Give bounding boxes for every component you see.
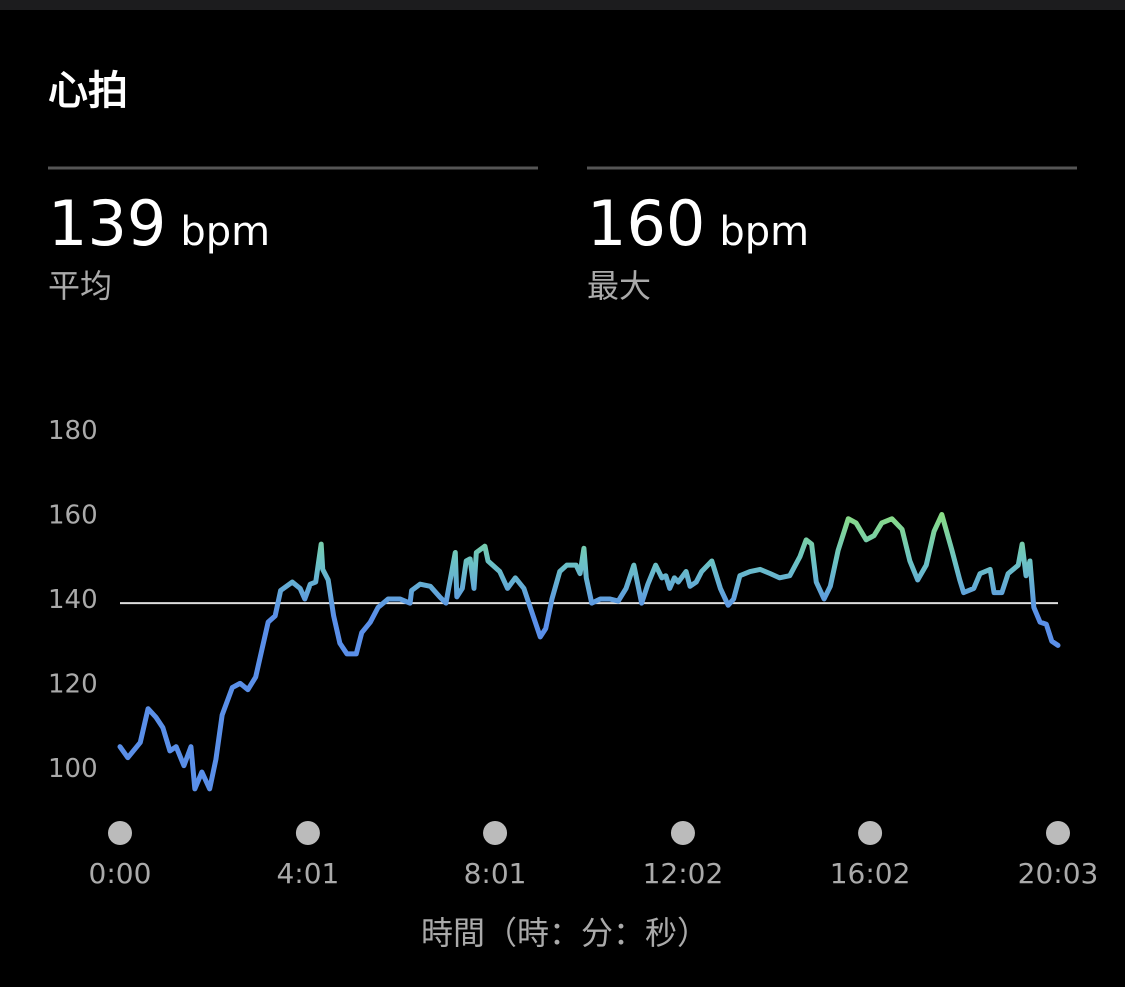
x-tick-dot	[108, 821, 132, 845]
stat-average: 139 bpm	[48, 187, 270, 260]
stat-label: 最大	[587, 267, 651, 305]
y-tick-label: 160	[48, 501, 98, 531]
stat-unit: bpm	[180, 209, 270, 255]
x-tick-label: 8:01	[464, 857, 527, 890]
title: 心拍	[48, 68, 128, 114]
y-tick-label: 180	[48, 416, 98, 446]
x-tick-label: 0:00	[89, 857, 152, 890]
y-tick-label: 100	[48, 754, 98, 784]
x-tick-dot	[483, 821, 508, 845]
x-tick-label: 12:02	[643, 857, 724, 890]
stat-max: 160 bpm	[587, 187, 809, 260]
x-tick-label: 4:01	[276, 857, 339, 890]
x-axis-label: 時間（時：分：秒）	[421, 914, 709, 952]
stat-unit: bpm	[719, 209, 809, 255]
x-tick-dot	[1046, 821, 1070, 845]
y-tick-label: 140	[48, 585, 98, 615]
x-tick-dot	[670, 821, 695, 845]
stat-label: 平均	[48, 267, 112, 305]
x-tick-dot	[858, 821, 883, 845]
stat-value: 139	[48, 187, 166, 260]
heart-rate-line	[117, 512, 1061, 792]
y-tick-label: 120	[48, 669, 98, 699]
x-tick-label: 16:02	[830, 857, 911, 890]
x-tick-label: 20:03	[1018, 857, 1099, 890]
x-tick-dot	[295, 821, 320, 845]
stat-value: 160	[587, 187, 705, 260]
top-bar	[0, 0, 1125, 10]
